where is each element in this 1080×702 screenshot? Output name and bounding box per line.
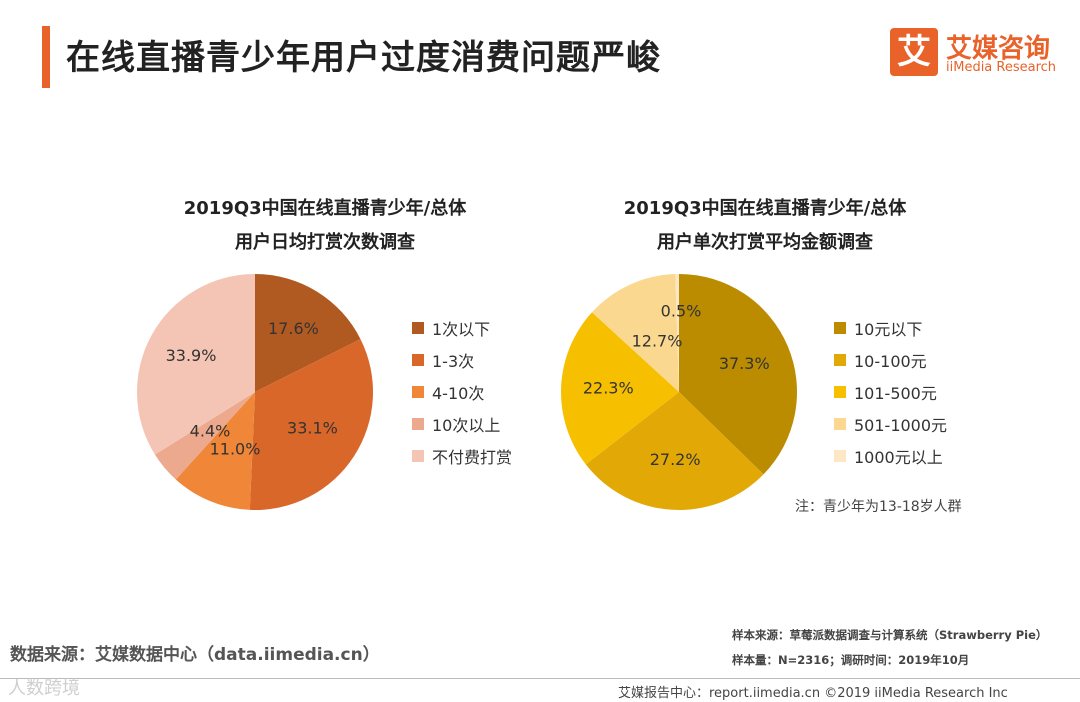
legend1-swatch-1	[412, 354, 424, 366]
legend2-item-2: 101-500元	[834, 376, 947, 408]
pie2-label-2: 22.3%	[583, 379, 634, 398]
legend2-swatch-2	[834, 386, 846, 398]
watermark: 人数跨境	[8, 678, 80, 699]
title-accent-bar	[42, 26, 50, 88]
pie2-label-4: 0.5%	[661, 302, 702, 321]
legend2-item-3: 501-1000元	[834, 408, 947, 440]
pie1-label-0: 17.6%	[268, 319, 319, 338]
chart1-title-line1: 2019Q3中国在线直播青少年/总体	[183, 198, 467, 219]
legend2-swatch-1	[834, 354, 846, 366]
logo-text-cn: 艾媒咨询	[946, 34, 1051, 64]
sample-size: 样本量：N=2316；调研时间：2019年10月	[732, 653, 970, 667]
pie1-label-2: 11.0%	[210, 440, 261, 459]
legend1-label-2: 4-10次	[432, 384, 485, 403]
pie2-slice-0	[679, 274, 797, 475]
pie1-slice-1	[249, 339, 373, 510]
footnote: 注：青少年为13-18岁人群	[795, 499, 962, 515]
pie2-label-1: 27.2%	[650, 450, 701, 469]
legend2-item-1: 10-100元	[834, 344, 947, 376]
legend1-label-1: 1-3次	[432, 352, 475, 371]
legend2-swatch-4	[834, 450, 846, 462]
pie2-slice-4	[675, 274, 679, 392]
pie2-slice-1	[585, 392, 764, 510]
legend2-label-0: 10元以下	[854, 320, 923, 339]
chart1-title: 2019Q3中国在线直播青少年/总体 用户日均打赏次数调查	[120, 192, 530, 260]
pie2-slice-3	[591, 274, 679, 392]
legend1-swatch-3	[412, 418, 424, 430]
logo-icon: 艾	[890, 28, 938, 76]
legend2-label-1: 10-100元	[854, 352, 927, 371]
legend2-swatch-3	[834, 418, 846, 430]
legend1-item-2: 4-10次	[412, 376, 512, 408]
chart1-title-line2: 用户日均打赏次数调查	[235, 232, 415, 253]
legend2-label-3: 501-1000元	[854, 416, 948, 435]
legend1-swatch-0	[412, 322, 424, 334]
chart2-title-line1: 2019Q3中国在线直播青少年/总体	[623, 198, 907, 219]
legend1-label-0: 1次以下	[432, 320, 491, 339]
legend1-label-4: 不付费打赏	[432, 448, 513, 467]
legend1-item-1: 1-3次	[412, 344, 512, 376]
pie1-slice-2	[175, 392, 255, 510]
pie1-label-4: 33.9%	[166, 346, 217, 365]
footer-copyright: 艾媒报告中心：report.iimedia.cn ©2019 iiMedia R…	[618, 686, 1008, 701]
legend1-item-0: 1次以下	[412, 312, 512, 344]
legend1-label-3: 10次以上	[432, 416, 501, 435]
legend1-swatch-4	[412, 450, 424, 462]
legend2-label-4: 1000元以上	[854, 448, 943, 467]
pie-chart-daily-tips: 17.6% 33.1% 11.0%4.4% 33.9%	[137, 274, 373, 510]
legend-daily-tips: 1次以下 1-3次 4-10次 10次以上不付费打赏	[412, 312, 512, 472]
legend1-swatch-2	[412, 386, 424, 398]
pie2-label-3: 12.7%	[632, 332, 683, 351]
legend2-swatch-0	[834, 322, 846, 334]
legend2-item-4: 1000元以上	[834, 440, 947, 472]
chart2-title: 2019Q3中国在线直播青少年/总体 用户单次打赏平均金额调查	[560, 192, 970, 260]
pie1-label-3: 4.4%	[190, 422, 231, 441]
logo-text-en: iiMedia Research	[946, 60, 1057, 75]
legend2-item-0: 10元以下	[834, 312, 947, 344]
legend-tip-amount: 10元以下 10-100元 101-500元 501-1000元 1000元以上	[834, 312, 947, 472]
pie2-slice-2	[561, 312, 679, 465]
legend1-item-4: 不付费打赏	[412, 440, 512, 472]
pie1-slice-4	[137, 274, 255, 455]
sample-source: 样本来源：草莓派数据调查与计算系统（Strawberry Pie）	[732, 628, 1048, 642]
pie-chart-tip-amount: 37.3% 27.2% 22.3% 12.7% 0.5%	[561, 274, 797, 510]
legend1-item-3: 10次以上	[412, 408, 512, 440]
pie1-slice-0	[255, 274, 361, 392]
legend2-label-2: 101-500元	[854, 384, 937, 403]
pie1-slice-3	[154, 392, 255, 480]
page-title: 在线直播青少年用户过度消费问题严峻	[66, 38, 661, 78]
pie2-label-0: 37.3%	[719, 354, 770, 373]
footer-divider	[0, 678, 1080, 679]
chart2-title-line2: 用户单次打赏平均金额调查	[657, 232, 873, 253]
data-source: 数据来源：艾媒数据中心（data.iimedia.cn）	[10, 645, 380, 665]
pie1-label-1: 33.1%	[287, 419, 338, 438]
